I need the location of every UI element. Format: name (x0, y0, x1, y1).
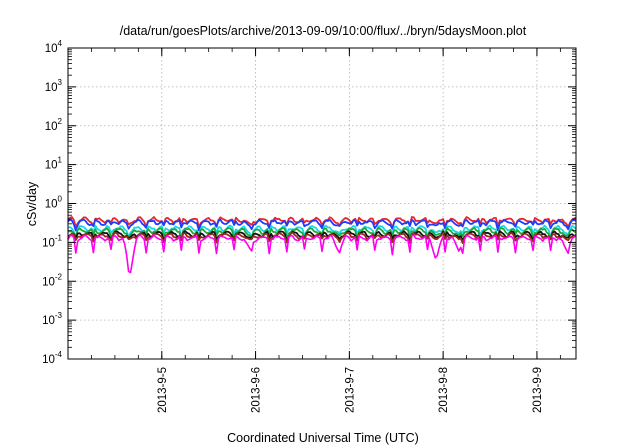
series-line (67, 218, 577, 232)
y-tick-label: 101 (45, 156, 63, 172)
y-tick-label: 10-1 (42, 233, 62, 249)
y-tick-label: 10-2 (42, 272, 62, 288)
chart-title: /data/run/goesPlots/archive/2013-09-09/1… (120, 24, 527, 38)
series-line (67, 234, 577, 274)
y-tick-label: 10-4 (42, 350, 62, 366)
series-line (67, 216, 577, 229)
y-axis: 10-4 10-3 10-2 10-1 100 101 102 103 104 (42, 39, 576, 366)
x-tick-label: 2013-9-6 (251, 367, 263, 413)
y-tick-label: 104 (45, 39, 63, 55)
grid (68, 48, 576, 359)
x-axis: 2013-9-5 2013-9-6 2013-9-7 2013-9-8 2013-9-9 (67, 48, 561, 413)
x-tick-label: 2013-9-9 (532, 367, 544, 413)
x-tick-label: 2013-9-8 (438, 367, 450, 413)
series-group (67, 216, 577, 274)
x-axis-label: Coordinated Universal Time (UTC) (227, 431, 419, 445)
y-tick-label: 102 (45, 117, 63, 133)
y-tick-label: 10-3 (42, 311, 62, 327)
x-tick-label: 2013-9-7 (344, 367, 356, 413)
y-tick-label: 100 (45, 195, 63, 211)
x-tick-label: 2013-9-5 (157, 367, 169, 413)
y-tick-label: 103 (45, 78, 63, 94)
y-axis-label: cSv/day (25, 181, 39, 226)
